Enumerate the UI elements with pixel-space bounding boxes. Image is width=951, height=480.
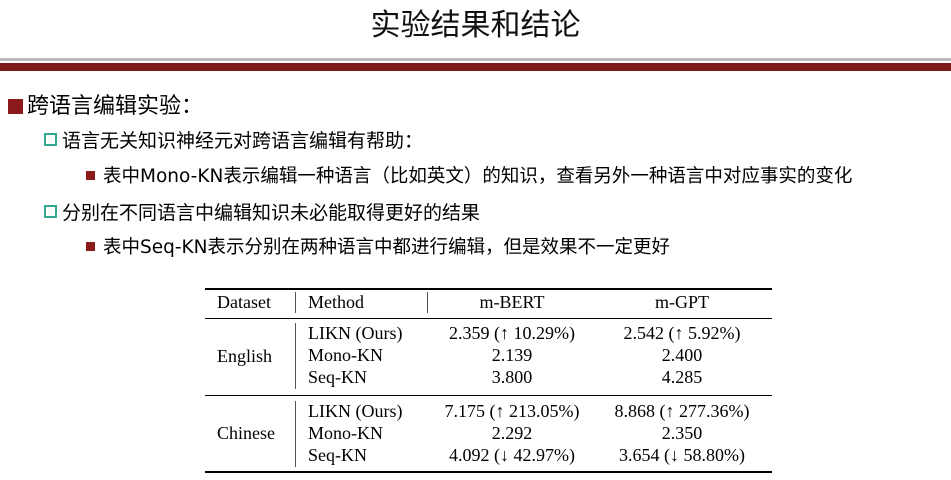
header-dataset: Dataset <box>217 292 271 312</box>
table-group-rule <box>205 395 772 396</box>
column-separator <box>427 292 428 313</box>
bullet-level1: 跨语言编辑实验： <box>8 94 203 120</box>
bullet-text: 表中Mono-KN表示编辑一种语言（比如英文）的知识，查看另外一种语言中对应事实… <box>103 166 853 187</box>
column-separator <box>295 401 296 467</box>
mbert-cell: 2.139 <box>491 345 533 365</box>
hollow-square-bullet-icon <box>44 205 57 218</box>
mgpt-cell: 2.400 <box>661 345 703 365</box>
bullet-text: 跨语言编辑实验： <box>27 94 204 119</box>
mbert-cell: 3.800 <box>491 367 533 387</box>
mgpt-cell: 3.654 (↓ 58.80%) <box>619 445 745 465</box>
method-cell: Seq-KN <box>308 445 367 465</box>
dataset-chinese: Chinese <box>217 423 275 443</box>
title-divider-gray <box>0 58 951 61</box>
mbert-cell: 7.175 (↑ 213.05%) <box>444 401 580 421</box>
bullet-level2: 分别在不同语言中编辑知识未必能取得更好的结果 <box>44 201 480 225</box>
mbert-cell: 2.359 (↑ 10.29%) <box>449 323 575 343</box>
mgpt-cell: 2.350 <box>661 423 703 443</box>
bullet-text: 语言无关知识神经元对跨语言编辑有帮助： <box>62 130 424 152</box>
mbert-cell: 2.292 <box>491 423 533 443</box>
title-divider-red <box>0 63 951 71</box>
slide-title: 实验结果和结论 <box>370 8 581 43</box>
mgpt-cell: 4.285 <box>661 367 703 387</box>
column-separator <box>295 292 296 313</box>
bullet-level3: 表中Mono-KN表示编辑一种语言（比如英文）的知识，查看另外一种语言中对应事实… <box>86 165 852 189</box>
red-square-bullet-icon <box>8 99 23 114</box>
header-mgpt: m-GPT <box>655 292 709 312</box>
method-cell: Seq-KN <box>308 367 367 387</box>
mgpt-cell: 8.868 (↑ 277.36%) <box>614 401 750 421</box>
method-cell: LIKN (Ours) <box>308 401 403 421</box>
bullet-level3: 表中Seq-KN表示分别在两种语言中都进行编辑，但是效果不一定更好 <box>86 236 670 260</box>
header-mbert: m-BERT <box>479 292 545 312</box>
bullet-text: 分别在不同语言中编辑知识未必能取得更好的结果 <box>62 202 481 224</box>
header-method: Method <box>308 292 364 312</box>
hollow-square-bullet-icon <box>44 133 57 146</box>
dataset-english: English <box>217 346 273 366</box>
bullet-level2: 语言无关知识神经元对跨语言编辑有帮助： <box>44 129 423 153</box>
column-separator <box>295 323 296 389</box>
mbert-cell: 4.092 (↓ 42.97%) <box>449 445 575 465</box>
method-cell: Mono-KN <box>308 345 383 365</box>
small-square-bullet-icon <box>86 171 95 180</box>
mgpt-cell: 2.542 (↑ 5.92%) <box>623 323 741 343</box>
small-square-bullet-icon <box>86 242 95 251</box>
method-cell: LIKN (Ours) <box>308 323 403 343</box>
method-cell: Mono-KN <box>308 423 383 443</box>
bullet-text: 表中Seq-KN表示分别在两种语言中都进行编辑，但是效果不一定更好 <box>103 237 671 258</box>
table-top-rule <box>205 288 772 290</box>
table-bottom-rule <box>205 471 772 473</box>
table-header-rule <box>205 318 772 319</box>
